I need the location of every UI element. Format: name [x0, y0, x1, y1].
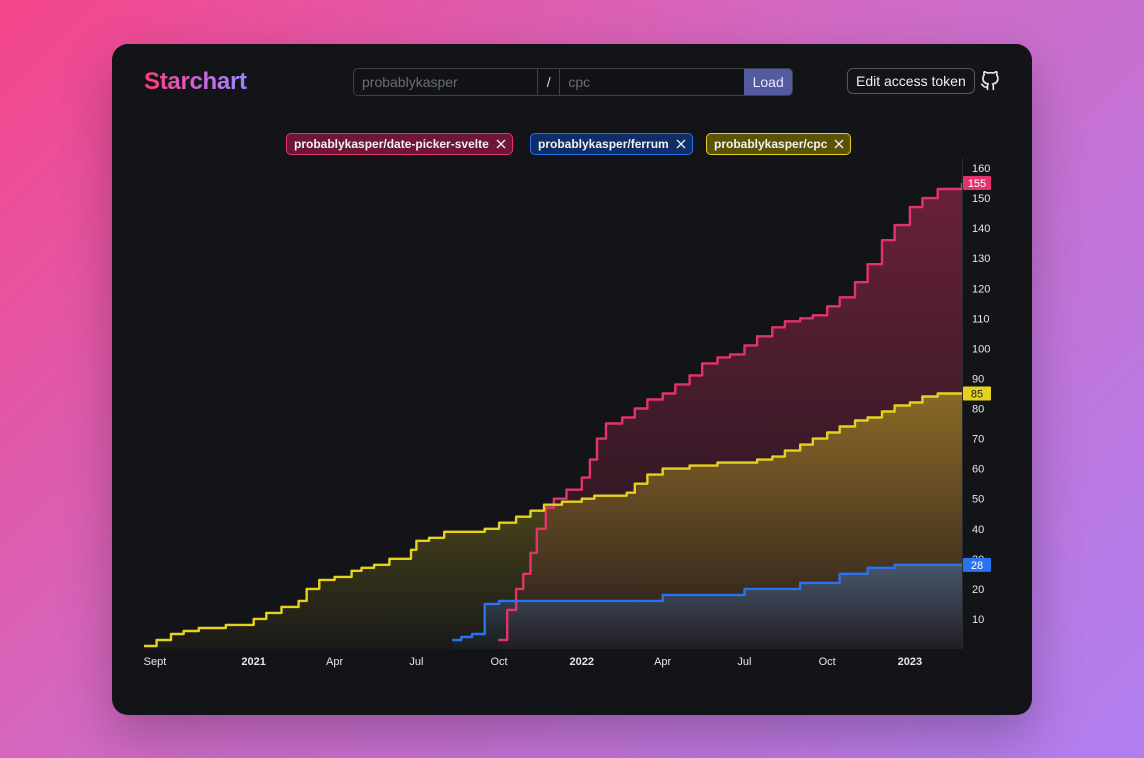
y-tick-label: 10 — [972, 614, 984, 626]
series-end-labels: 155 28 85 — [963, 176, 991, 572]
series-end-value-1: 28 — [971, 560, 983, 572]
x-tick-label: Jul — [409, 656, 423, 668]
y-tick-label: 80 — [972, 404, 984, 416]
y-tick-label: 50 — [972, 494, 984, 506]
repo-tag-label: probablykasper/cpc — [714, 137, 828, 151]
x-tick-label: Sept — [144, 656, 167, 668]
y-tick-label: 90 — [972, 373, 984, 385]
repo-name-input[interactable] — [560, 69, 745, 95]
repo-tag-date-picker-svelte: probablykasper/date-picker-svelte — [286, 133, 513, 155]
series-area-2 — [144, 393, 962, 649]
y-tick-label: 150 — [972, 193, 990, 205]
x-tick-label: Apr — [326, 656, 343, 668]
repo-tag-label: probablykasper/ferrum — [538, 137, 669, 151]
repo-tag-cpc: probablykasper/cpc — [706, 133, 852, 155]
x-tick-label: Oct — [491, 656, 508, 668]
y-tick-label: 130 — [972, 253, 990, 265]
app-window: Starchart / Load Edit access token proba… — [112, 44, 1032, 715]
repo-tags: probablykasper/date-picker-svelte probab… — [112, 133, 1032, 156]
repo-tag-label: probablykasper/date-picker-svelte — [294, 137, 489, 151]
close-icon[interactable] — [496, 139, 506, 149]
github-icon[interactable] — [980, 71, 1000, 91]
series-lines — [144, 183, 964, 648]
series-end-value-0: 155 — [968, 178, 986, 190]
close-icon[interactable] — [676, 139, 686, 149]
y-tick-label: 140 — [972, 223, 990, 235]
repo-form: / Load — [353, 68, 793, 96]
series-line-0 — [498, 183, 964, 642]
edit-access-token-button[interactable]: Edit access token — [847, 68, 975, 94]
close-icon[interactable] — [834, 139, 844, 149]
y-tick-label: 160 — [972, 163, 990, 175]
load-button[interactable]: Load — [744, 69, 792, 95]
series-end-badge-0 — [963, 176, 991, 191]
series-line-1 — [452, 563, 962, 642]
y-tick-label: 20 — [972, 584, 984, 596]
owner-input[interactable] — [354, 69, 537, 95]
y-tick-label: 60 — [972, 464, 984, 476]
repo-tag-ferrum: probablykasper/ferrum — [530, 133, 693, 155]
x-tick-label: 2021 — [241, 656, 265, 668]
star-history-chart: 102030405060708090100110120130140150160S… — [144, 158, 991, 668]
x-tick-label: Apr — [654, 656, 671, 668]
y-tick-label: 100 — [972, 343, 990, 355]
x-tick-label: Jul — [737, 656, 751, 668]
y-tick-label: 40 — [972, 524, 984, 536]
x-tick-label: 2023 — [898, 656, 922, 668]
y-tick-label: 110 — [972, 313, 990, 325]
y-tick-label: 70 — [972, 434, 984, 446]
x-tick-label: 2022 — [570, 656, 594, 668]
series-fills — [144, 183, 962, 649]
path-separator: / — [537, 69, 561, 95]
series-line-2 — [144, 392, 962, 648]
series-end-badge-1 — [963, 557, 991, 572]
app-logo: Starchart — [144, 68, 247, 95]
series-end-value-2: 85 — [971, 388, 983, 400]
x-tick-label: Oct — [819, 656, 836, 668]
series-end-badge-2 — [963, 386, 991, 401]
y-tick-label: 120 — [972, 283, 990, 295]
